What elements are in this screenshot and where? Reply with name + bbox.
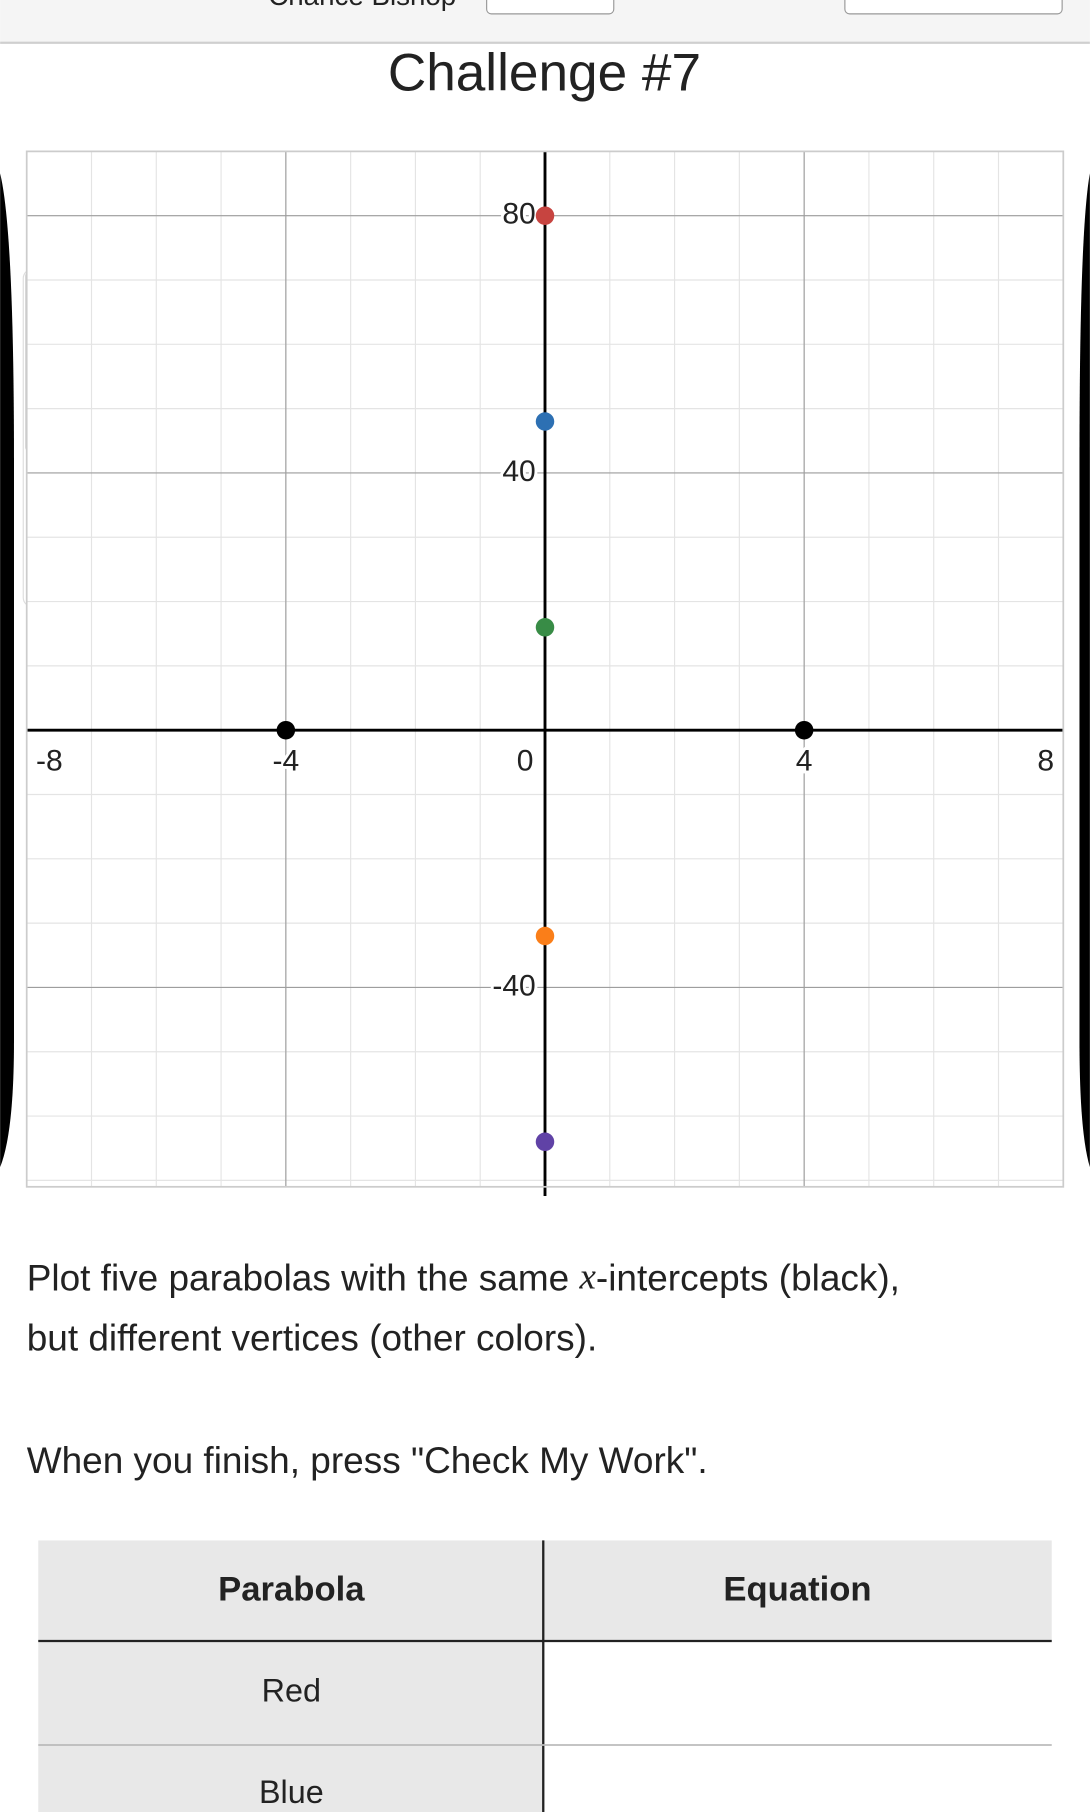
x-tick-label: -8	[36, 744, 63, 777]
instruction-part: -intercepts (black),	[596, 1257, 900, 1298]
table-header: Equation	[723, 1570, 871, 1608]
table-cell: Blue	[259, 1774, 324, 1810]
table-cell: Red	[262, 1673, 321, 1709]
instruction-text: Plot five parabolas with the same x-inte…	[27, 1256, 900, 1298]
header-button[interactable]	[486, 0, 615, 15]
header-button[interactable]	[844, 0, 1063, 15]
x-tick-label: 0	[517, 744, 534, 777]
point	[794, 720, 814, 740]
point	[535, 1132, 555, 1152]
point	[535, 618, 555, 637]
point	[535, 926, 555, 946]
graph-border	[25, 150, 1065, 1188]
point	[535, 206, 555, 225]
table-header-bg	[38, 1540, 1052, 1641]
instruction-text: When you finish, press "Check My Work".	[27, 1440, 708, 1481]
student-name: Chance Bishop	[268, 0, 456, 11]
x-tick-label: 4	[796, 744, 813, 777]
y-tick-label: -40	[492, 969, 535, 1002]
equation-input[interactable]	[544, 1746, 1051, 1812]
x-tick-label: 8	[1037, 744, 1054, 777]
instruction-text: but different vertices (other colors).	[27, 1317, 598, 1358]
y-tick-label: 80	[502, 198, 535, 231]
screen-edge	[1079, 173, 1090, 1168]
screen-edge	[0, 173, 14, 1168]
y-tick-label: 40	[502, 455, 535, 488]
table-header: Parabola	[218, 1570, 365, 1608]
point	[535, 412, 555, 431]
point	[276, 720, 296, 740]
table: Parabola Equation Red Blue	[38, 1540, 1052, 1812]
table-label-column	[38, 1640, 544, 1812]
x-tick-label: -4	[273, 744, 300, 777]
equation-input[interactable]	[544, 1642, 1051, 1744]
math-variable: x	[578, 1256, 596, 1297]
challenge-title: Challenge #7	[388, 43, 701, 102]
instruction-part: Plot five parabolas with the same	[27, 1257, 580, 1298]
